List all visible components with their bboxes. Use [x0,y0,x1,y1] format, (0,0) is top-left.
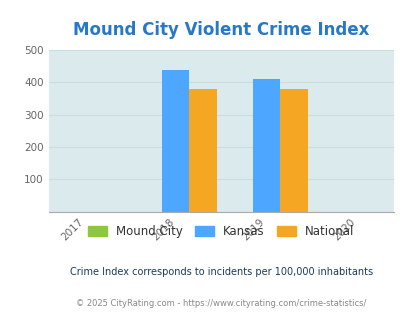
Bar [162,70,189,212]
Legend: Mound City, Kansas, National: Mound City, Kansas, National [84,222,357,242]
Text: © 2025 CityRating.com - https://www.cityrating.com/crime-statistics/: © 2025 CityRating.com - https://www.city… [76,299,366,308]
Text: Mound City Violent Crime Index: Mound City Violent Crime Index [73,21,369,39]
Text: Crime Index corresponds to incidents per 100,000 inhabitants: Crime Index corresponds to incidents per… [70,267,372,277]
Bar [189,89,216,212]
Bar [252,79,279,212]
Bar [279,89,307,212]
